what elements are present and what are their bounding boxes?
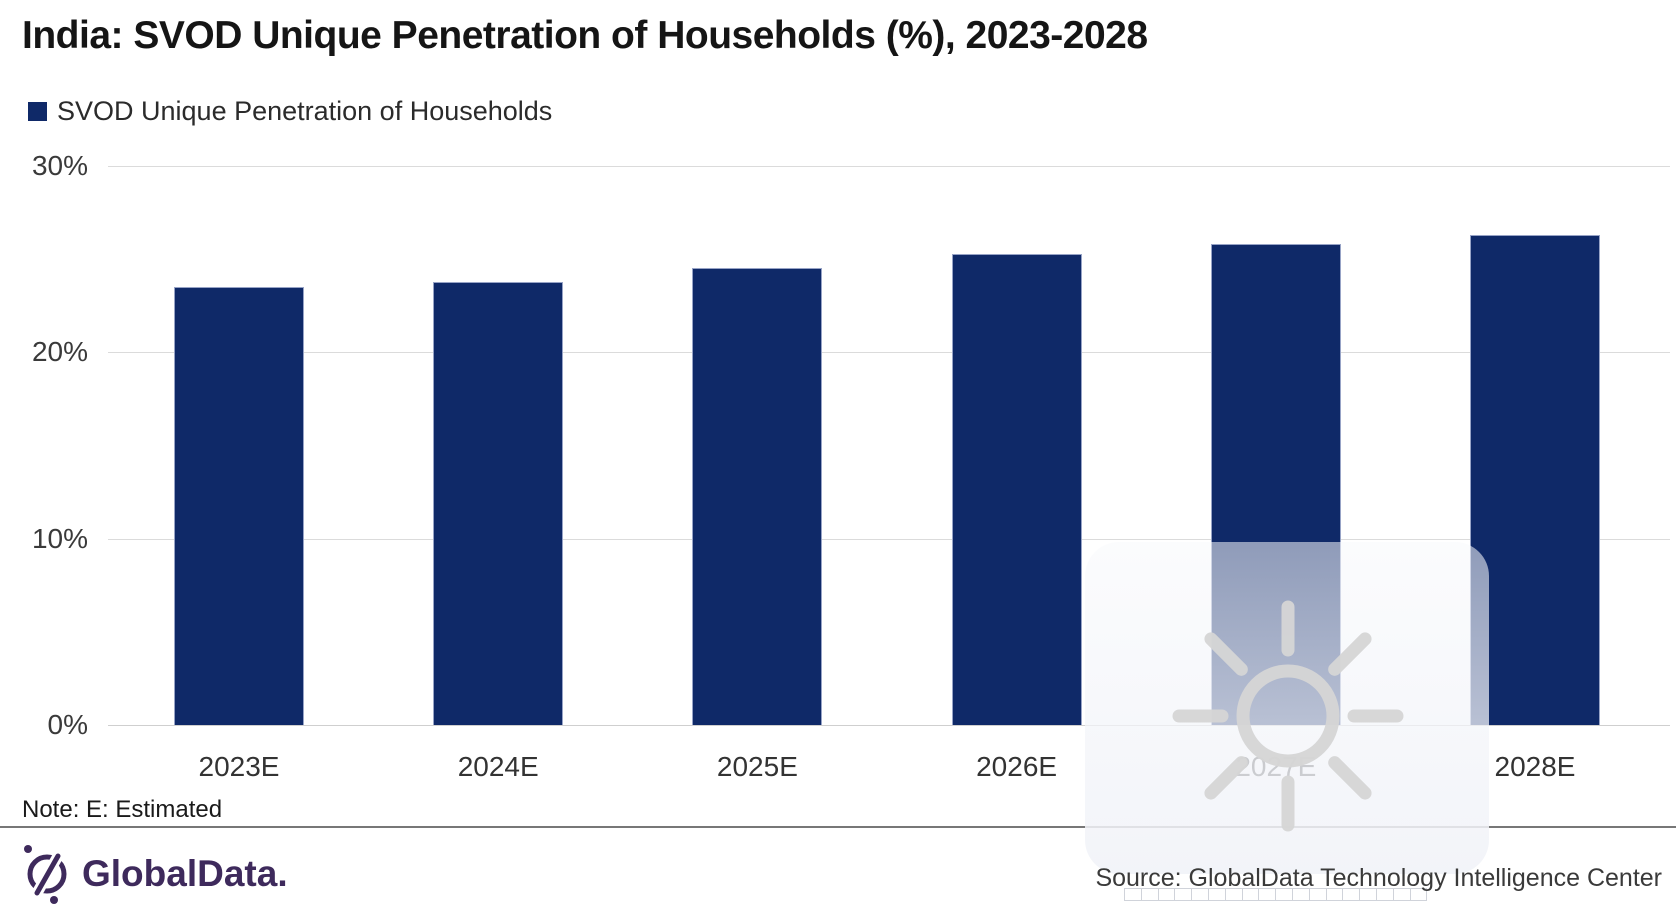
- footer-divider: [0, 826, 1676, 828]
- watermark-filmstrip: [1124, 888, 1428, 901]
- note-text: Note: E: Estimated: [22, 796, 223, 823]
- gridline-10%: [108, 538, 1670, 540]
- globaldata-logo-text: GlobalData.: [82, 853, 288, 894]
- filmstrip-cell: [1409, 888, 1428, 901]
- gridline-0%: [108, 725, 1670, 726]
- globaldata-logo: GlobalData.: [20, 843, 288, 905]
- y-tick-label-10%: 10%: [31, 522, 88, 554]
- sun-icon: [1172, 600, 1404, 832]
- globaldata-logo-icon: [24, 845, 67, 904]
- x-label-2026E: 2026E: [976, 751, 1058, 782]
- x-label-2024E: 2024E: [457, 751, 539, 782]
- legend-swatch: [28, 102, 47, 121]
- legend-label: SVOD Unique Penetration of Households: [57, 96, 553, 126]
- bar-2024E[interactable]: [433, 281, 564, 725]
- y-tick-label-20%: 20%: [31, 336, 88, 368]
- bar-2023E[interactable]: [174, 287, 304, 725]
- source-text: Source: GlobalData Technology Intelligen…: [1095, 864, 1662, 892]
- bar-2025E[interactable]: [692, 268, 823, 725]
- bar-2026E[interactable]: [951, 253, 1082, 725]
- y-tick-label-30%: 30%: [31, 150, 88, 181]
- x-label-2028E: 2028E: [1494, 751, 1576, 782]
- y-tick-label-0%: 0%: [47, 709, 88, 740]
- gridline-20%: [108, 352, 1670, 354]
- x-label-2023E: 2023E: [198, 751, 280, 782]
- gridline-30%: [108, 166, 1670, 167]
- chart-title: India: SVOD Unique Penetration of Househ…: [22, 14, 1148, 57]
- bar-2028E[interactable]: [1470, 234, 1600, 725]
- watermark-overlay: [1085, 542, 1489, 874]
- legend: SVOD Unique Penetration of Households: [28, 96, 552, 127]
- x-label-2025E: 2025E: [716, 751, 798, 782]
